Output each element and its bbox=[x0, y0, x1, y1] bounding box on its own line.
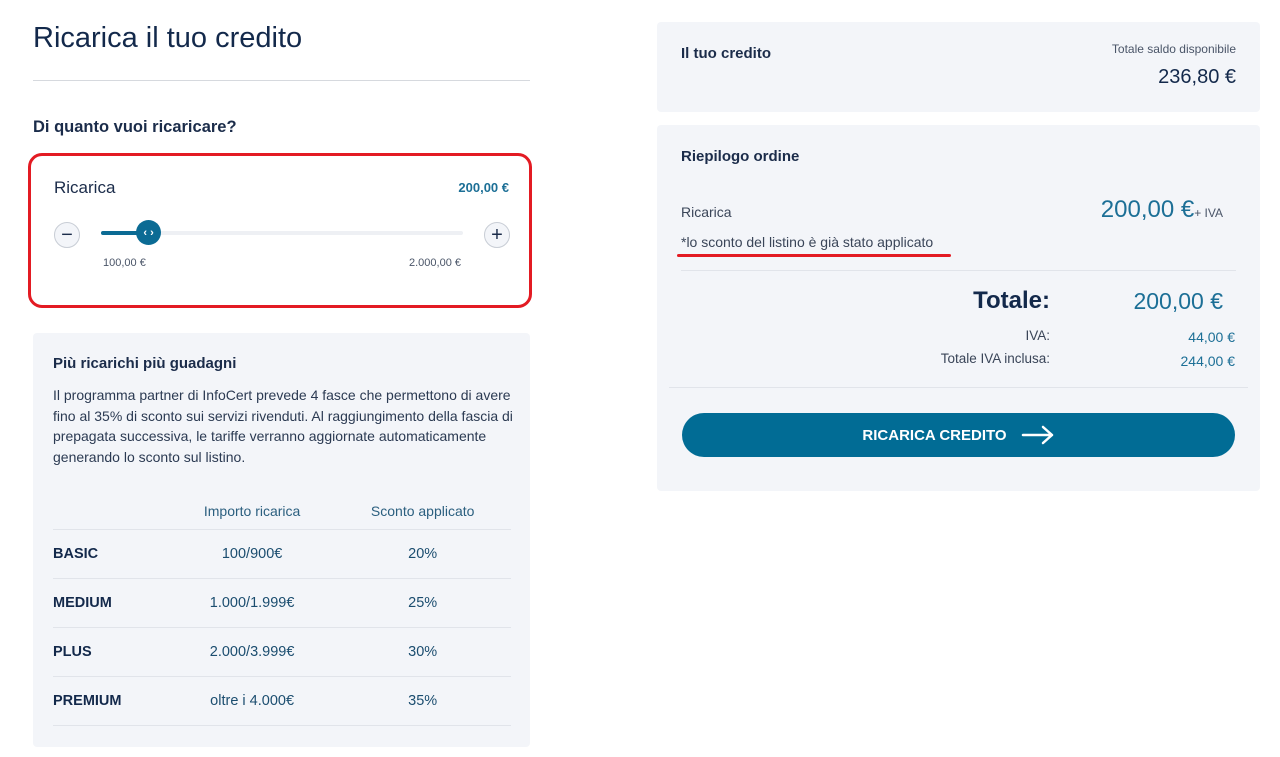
balance-label: Totale saldo disponibile bbox=[1111, 42, 1236, 56]
summary-title: Riepilogo ordine bbox=[681, 148, 800, 165]
tier-discount: 25% bbox=[334, 578, 511, 628]
discount-note: *lo sconto del listino è già stato appli… bbox=[681, 234, 934, 250]
slider-fill bbox=[101, 231, 149, 235]
table-row: MEDIUM 1.000/1.999€ 25% bbox=[53, 578, 511, 628]
credit-card: Il tuo credito Totale saldo disponibile … bbox=[657, 22, 1260, 112]
tier-amount: oltre i 4.000€ bbox=[169, 676, 335, 726]
item-amount-suffix: + IVA bbox=[1194, 206, 1223, 220]
recharge-slider-card: Ricarica 200,00 € − ‹ › + 100,00 € 2.000… bbox=[28, 153, 532, 308]
divider bbox=[681, 270, 1236, 271]
tier-amount: 1.000/1.999€ bbox=[169, 578, 335, 628]
table-row: PLUS 2.000/3.999€ 30% bbox=[53, 627, 511, 677]
arrows-icon: ‹ › bbox=[143, 226, 154, 239]
total-value: 200,00 € bbox=[1133, 288, 1223, 314]
tier-amount: 2.000/3.999€ bbox=[169, 627, 335, 677]
amount-slider[interactable]: ‹ › bbox=[101, 220, 463, 245]
discount-info-panel: Più ricarichi più guadagni Il programma … bbox=[33, 333, 530, 747]
info-title: Più ricarichi più guadagni bbox=[53, 355, 237, 372]
iva-value: 44,00 € bbox=[1188, 329, 1235, 345]
item-amount: 200,00 €+ IVA bbox=[1101, 196, 1223, 224]
slider-label: Ricarica bbox=[54, 178, 116, 197]
col-header-amount: Importo ricarica bbox=[169, 493, 335, 530]
table-row: PREMIUM oltre i 4.000€ 35% bbox=[53, 676, 511, 726]
tier-name: PLUS bbox=[53, 627, 170, 677]
arrow-right-icon bbox=[1021, 425, 1053, 445]
table-header-row: Importo ricarica Sconto applicato bbox=[53, 493, 511, 530]
slider-max-label: 2.000,00 € bbox=[409, 257, 461, 269]
total-label: Totale: bbox=[973, 287, 1050, 314]
plus-icon: + bbox=[491, 223, 503, 246]
tier-name: BASIC bbox=[53, 529, 170, 579]
info-text: Il programma partner di InfoCert prevede… bbox=[53, 387, 513, 465]
total-iva-value: 244,00 € bbox=[1180, 353, 1236, 369]
recharge-credit-button[interactable]: RICARICA CREDITO bbox=[682, 413, 1235, 457]
tier-amount: 100/900€ bbox=[169, 529, 335, 579]
order-summary-card: Riepilogo ordine Ricarica 200,00 €+ IVA … bbox=[657, 125, 1260, 491]
slider-thumb[interactable]: ‹ › bbox=[136, 220, 162, 245]
page-title: Ricarica il tuo credito bbox=[33, 22, 303, 54]
tier-name: PREMIUM bbox=[53, 676, 170, 726]
discount-table: Importo ricarica Sconto applicato BASIC 1… bbox=[53, 493, 511, 726]
note-highlight-underline bbox=[677, 254, 951, 257]
tier-name: MEDIUM bbox=[53, 578, 170, 628]
slider-min-label: 100,00 € bbox=[103, 257, 146, 269]
item-amount-value: 200,00 € bbox=[1100, 196, 1195, 223]
minus-icon: − bbox=[61, 223, 73, 246]
total-iva-label: Totale IVA inclusa: bbox=[940, 351, 1050, 366]
tier-discount: 20% bbox=[334, 529, 511, 579]
tier-discount: 35% bbox=[334, 676, 511, 726]
button-label: RICARICA CREDITO bbox=[862, 426, 1007, 444]
col-header bbox=[53, 493, 170, 530]
increase-button[interactable]: + bbox=[484, 222, 510, 248]
balance-value: 236,80 € bbox=[1158, 66, 1236, 88]
divider bbox=[669, 387, 1248, 388]
credit-title: Il tuo credito bbox=[681, 45, 771, 62]
divider bbox=[33, 80, 530, 81]
section-heading: Di quanto vuoi ricaricare? bbox=[33, 118, 237, 136]
table-row: BASIC 100/900€ 20% bbox=[53, 529, 511, 579]
item-label: Ricarica bbox=[681, 204, 732, 220]
tier-discount: 30% bbox=[334, 627, 511, 677]
iva-label: IVA: bbox=[1025, 328, 1050, 343]
slider-value: 200,00 € bbox=[458, 180, 509, 195]
decrease-button[interactable]: − bbox=[54, 222, 80, 248]
col-header-discount: Sconto applicato bbox=[334, 493, 511, 530]
